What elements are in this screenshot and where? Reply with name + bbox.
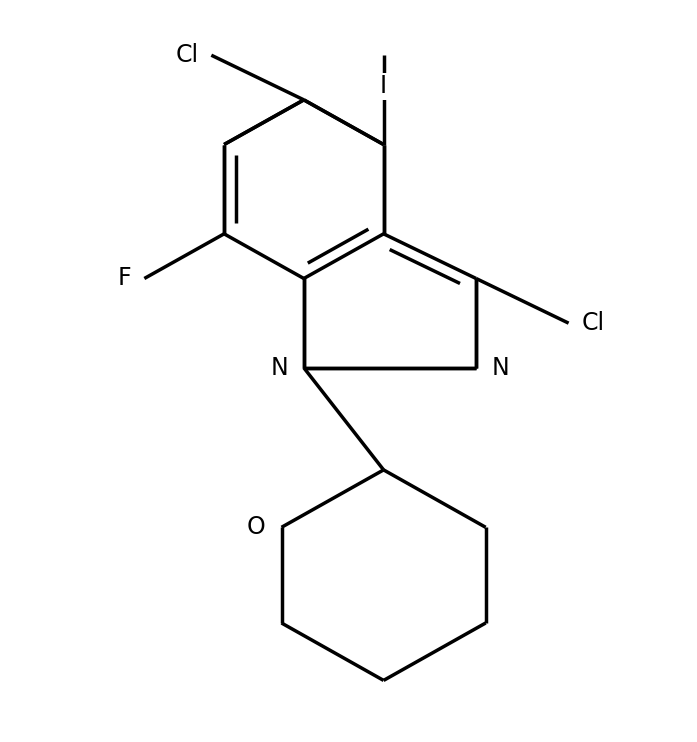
Text: N: N [492, 356, 510, 380]
Text: N: N [270, 356, 288, 380]
Text: O: O [247, 515, 266, 539]
Text: F: F [118, 266, 132, 291]
Text: Cl: Cl [581, 311, 604, 335]
Text: I: I [380, 74, 387, 99]
Text: Cl: Cl [176, 43, 199, 68]
